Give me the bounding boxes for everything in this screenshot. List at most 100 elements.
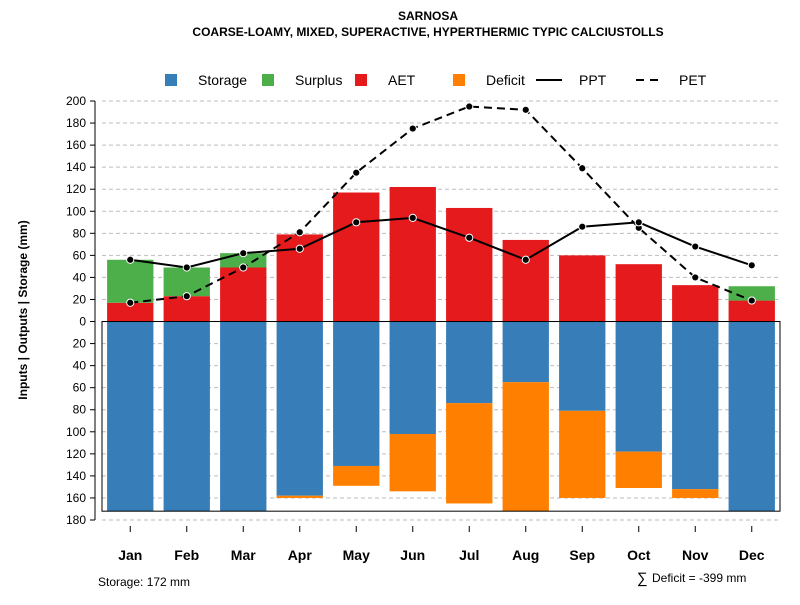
y-tick-label: 20: [73, 292, 87, 306]
ppt-line: [130, 216, 753, 269]
aet-bar: [389, 187, 436, 322]
x-tick-label: Nov: [682, 547, 709, 563]
y-tick-label: 140: [66, 160, 86, 174]
pet-point: [182, 292, 191, 301]
storage-bar: [276, 321, 323, 496]
y-tick-label: 80: [73, 403, 87, 417]
y-tick-label: 60: [73, 248, 87, 262]
legend-label: PET: [679, 72, 707, 88]
legend-swatch: [355, 74, 367, 86]
x-tick-label: Aug: [512, 547, 539, 563]
pet-point: [126, 298, 135, 307]
pet-line: [130, 105, 753, 304]
deficit-bar: [333, 465, 380, 486]
axes: 2001801601401201008060402002040608010012…: [66, 94, 765, 563]
deficit-footer: Deficit = -399 mm: [652, 571, 746, 585]
y-tick-label: 200: [66, 94, 86, 108]
bars: [101, 187, 781, 512]
pet-point: [352, 168, 361, 177]
y-tick-label: 80: [73, 226, 87, 240]
legend-swatch: [262, 74, 274, 86]
pet-point: [408, 124, 417, 133]
legend-label: Surplus: [295, 72, 342, 88]
y-tick-label: 120: [66, 182, 86, 196]
gridlines: [102, 100, 780, 521]
pet-point: [691, 273, 700, 282]
storage-bar: [615, 321, 662, 452]
x-tick-label: Jun: [400, 547, 425, 563]
y-tick-label: 40: [73, 359, 87, 373]
deficit-sum-icon: ∑: [637, 570, 648, 587]
y-tick-label: 140: [66, 469, 86, 483]
ppt-point: [747, 261, 756, 270]
chart-subtitle: COARSE-LOAMY, MIXED, SUPERACTIVE, HYPERT…: [192, 25, 663, 39]
legend-swatch: [453, 74, 465, 86]
legend-label: AET: [388, 72, 416, 88]
x-tick-label: Feb: [174, 547, 199, 563]
ppt-point: [578, 222, 587, 231]
surplus-bar: [163, 267, 210, 297]
y-tick-label: 120: [66, 447, 86, 461]
ppt-point: [691, 242, 700, 251]
series-lines: [126, 102, 756, 307]
deficit-bar: [559, 410, 606, 498]
y-axis-label: Inputs | Outputs | Storage (mm): [16, 220, 30, 399]
aet-bar: [559, 255, 606, 322]
storage-bar: [502, 321, 549, 383]
storage-bar: [559, 321, 606, 411]
ppt-point: [295, 244, 304, 253]
storage-bar: [163, 321, 210, 512]
y-tick-label: 180: [66, 513, 86, 527]
aet-bar: [333, 192, 380, 322]
ppt-point: [465, 233, 474, 242]
pet-point: [747, 296, 756, 305]
x-tick-label: Jan: [118, 547, 142, 563]
aet-bar: [446, 207, 493, 322]
ppt-point: [239, 249, 248, 258]
y-tick-label: 160: [66, 138, 86, 152]
ppt-point: [634, 218, 643, 227]
chart-legend: Storage Surplus AET Deficit PPT PET: [165, 72, 707, 88]
storage-bar: [728, 321, 775, 512]
chart-title: SARNOSA: [398, 9, 458, 23]
deficit-bar: [502, 382, 549, 512]
y-tick-label: 160: [66, 491, 86, 505]
x-tick-label: Dec: [739, 547, 765, 563]
y-tick-label: 100: [66, 204, 86, 218]
pet-point: [239, 263, 248, 272]
ppt-point: [352, 218, 361, 227]
storage-footer: Storage: 172 mm: [98, 575, 190, 589]
aet-bar: [615, 264, 662, 322]
legend-label: Deficit: [486, 72, 525, 88]
storage-bar: [220, 321, 267, 512]
y-tick-label: 180: [66, 116, 86, 130]
storage-capacity-box: [101, 321, 781, 512]
deficit-bar: [389, 433, 436, 492]
storage-bar: [446, 321, 493, 404]
x-tick-label: Jul: [459, 547, 479, 563]
aet-bar: [220, 267, 267, 322]
aet-bar: [163, 296, 210, 322]
storage-bar: [333, 321, 380, 466]
pet-point: [295, 228, 304, 237]
legend-label: Storage: [198, 72, 247, 88]
deficit-bar: [276, 495, 323, 498]
x-tick-label: Oct: [627, 547, 651, 563]
pet-point: [521, 105, 530, 114]
surplus-bar: [107, 259, 154, 303]
ppt-point: [521, 255, 530, 264]
y-tick-label: 0: [79, 315, 86, 329]
deficit-bar: [615, 451, 662, 489]
pet-point: [465, 102, 474, 111]
ppt-point: [408, 213, 417, 222]
aet-bar: [728, 300, 775, 322]
x-tick-label: Apr: [288, 547, 313, 563]
legend-swatch: [165, 74, 177, 86]
storage-bar: [389, 321, 436, 434]
y-tick-label: 60: [73, 381, 87, 395]
legend-label: PPT: [579, 72, 607, 88]
y-tick-label: 40: [73, 270, 87, 284]
x-tick-label: May: [343, 547, 370, 563]
y-tick-label: 20: [73, 337, 87, 351]
